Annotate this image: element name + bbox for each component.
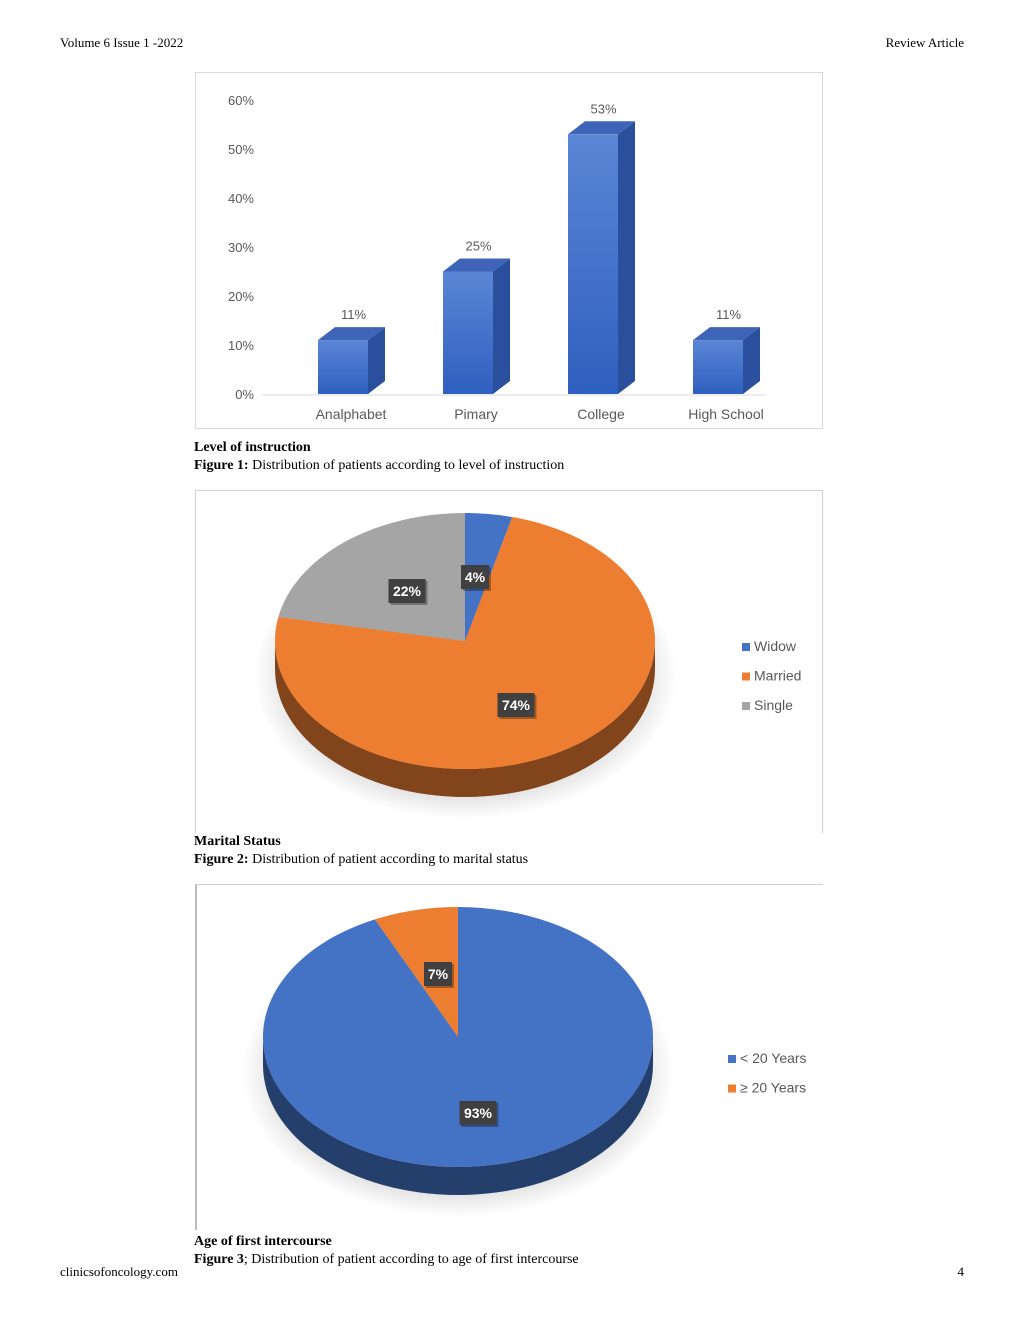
bar-front [693, 340, 743, 394]
data-label-text: 74% [502, 697, 531, 713]
bar-data-label: 25% [465, 239, 491, 254]
legend-label: ≥ 20 Years [740, 1080, 806, 1096]
pie-data-label: 74% [497, 693, 537, 719]
figure-2-label: Figure 2: [194, 852, 249, 867]
legend-label: Single [754, 697, 793, 713]
journal-volume: Volume 6 Issue 1 -2022 [60, 35, 184, 50]
y-tick-label: 20% [228, 289, 254, 304]
bar-data-label: 11% [716, 307, 741, 322]
data-label-box [461, 565, 489, 589]
y-tick-label: 60% [228, 93, 254, 108]
bar-top [443, 258, 510, 272]
legend-swatch [728, 1084, 736, 1093]
bar-data-label: 11% [341, 307, 366, 322]
figure-1-label: Figure 1: [194, 458, 249, 473]
y-tick-label: 40% [228, 191, 254, 206]
intercourse-pie-chart: 93% 7% < 20 Years ≥ 20 Years [241, 907, 807, 1217]
figure-1-text: Distribution of patients according to le… [248, 458, 565, 473]
legend-label: < 20 Years [740, 1050, 807, 1066]
figure-2-caption: Marital Status Figure 2: Distribution of… [194, 833, 528, 869]
y-tick-label: 50% [228, 142, 254, 157]
bar [568, 121, 635, 395]
legend-swatch [742, 643, 750, 651]
legend-item: ≥ 20 Years [728, 1080, 806, 1096]
bar-data-label: 53% [590, 101, 616, 116]
x-tick-label: Pimary [454, 406, 498, 422]
bar [443, 258, 510, 394]
pie-slice [278, 513, 465, 641]
pie-slice-side [275, 641, 655, 797]
legend-label: Widow [754, 638, 797, 654]
data-label-box [497, 693, 535, 717]
page-number: 4 [957, 1264, 965, 1279]
bar-front [318, 340, 368, 394]
bar-side [743, 327, 760, 394]
figure-2-text: Distribution of patient according to mar… [248, 852, 529, 867]
marital-pie-chart: 4% 74% 22% Widow Married Single [253, 513, 801, 819]
pie-slice [374, 907, 458, 1037]
legend-label: Married [754, 668, 801, 684]
legend-swatch [742, 702, 750, 710]
x-tick-label: High School [688, 406, 764, 422]
figure-1-title: Level of instruction [194, 440, 311, 455]
pie-slice-side [263, 1037, 653, 1195]
data-label-box [388, 579, 426, 603]
x-tick-label: Analphabet [316, 406, 387, 422]
pie-data-label: 93% [459, 1101, 499, 1127]
figure-3-chart: 93% 7% < 20 Years ≥ 20 Years [195, 884, 823, 1230]
figure-3-label: Figure 3 [194, 1252, 244, 1267]
data-label-text: 22% [393, 583, 422, 599]
bar-front [443, 271, 493, 394]
figure-1-caption: Level of instruction Figure 1: Distribut… [194, 439, 564, 475]
bar-side [493, 258, 510, 394]
data-label-box [424, 962, 452, 986]
data-label-text: 4% [465, 569, 486, 585]
pie-data-label: 4% [461, 565, 491, 591]
pie-data-label: 7% [424, 962, 454, 988]
journal-website: clinicsofoncology.com [60, 1264, 178, 1279]
y-tick-label: 0% [235, 387, 254, 402]
bar-chart: 0% 10% 20% 30% 40% 50% 60% 11% Analphabet 25% Pima… [228, 93, 766, 422]
bar [318, 327, 385, 394]
data-label-text: 7% [428, 966, 449, 982]
legend-item: Single [742, 697, 793, 713]
legend-swatch [742, 672, 750, 681]
x-tick-label: College [577, 406, 625, 422]
y-tick-label: 10% [228, 338, 254, 353]
figure-3-caption: Age of first intercourse Figure 3; Distr… [194, 1233, 579, 1269]
figure-1-chart: 0% 10% 20% 30% 40% 50% 60% 11% Analphabet 25% Pima… [195, 72, 823, 429]
data-label-text: 93% [464, 1105, 493, 1121]
pie-slice [275, 517, 655, 769]
bar-top [318, 327, 385, 341]
bar-top [693, 327, 760, 341]
figure-2-chart: 4% 74% 22% Widow Married Single [195, 490, 823, 833]
bar-side [368, 327, 385, 394]
data-label-box [459, 1101, 497, 1125]
legend-item: Widow [742, 638, 797, 654]
legend-swatch [728, 1055, 736, 1063]
article-type: Review Article [885, 35, 964, 50]
pie-data-label: 22% [388, 579, 428, 605]
figure-3-title: Age of first intercourse [194, 1234, 332, 1249]
figure-3-text: ; Distribution of patient according to a… [243, 1252, 579, 1267]
legend-item: Married [742, 668, 801, 684]
figure-2-title: Marital Status [194, 834, 281, 849]
y-tick-label: 30% [228, 240, 254, 255]
bar-side [618, 121, 635, 395]
bar-front [568, 134, 618, 395]
legend-item: < 20 Years [728, 1050, 807, 1066]
bar [693, 327, 760, 394]
bar-top [568, 121, 635, 135]
